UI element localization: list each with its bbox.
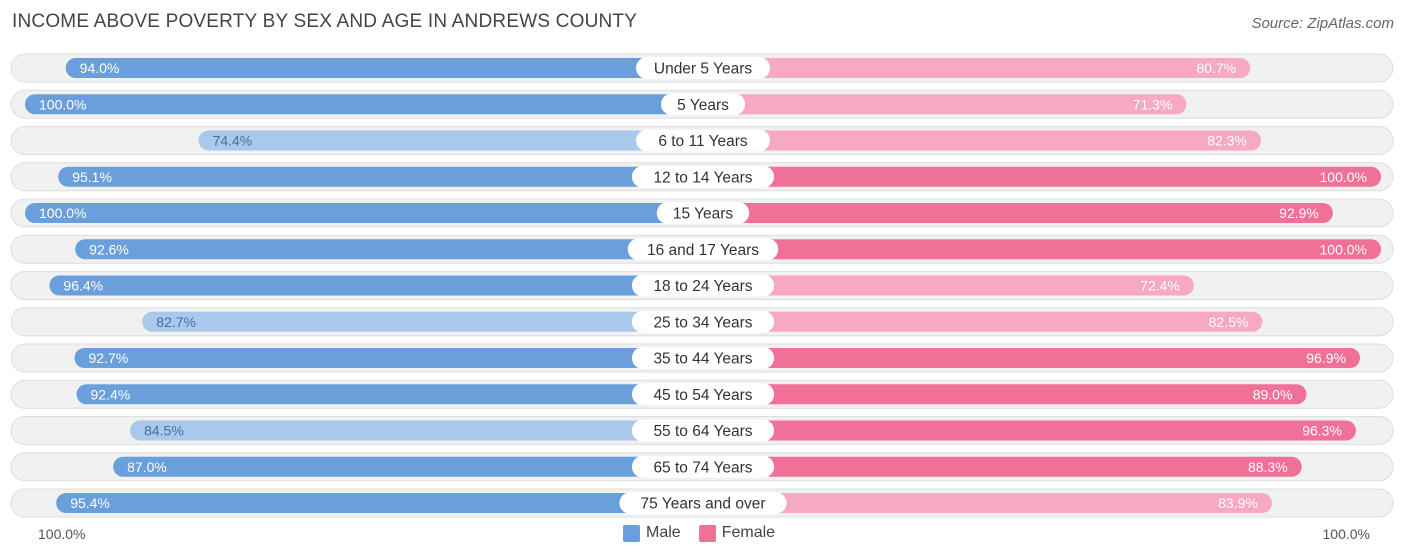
bar-female (703, 239, 1381, 260)
data-label-male: 92.6% (89, 241, 129, 257)
bar-female (703, 348, 1360, 368)
bar-female (703, 275, 1194, 296)
bar-male (56, 493, 704, 513)
legend-label-female: Female (721, 524, 776, 541)
chart-title: INCOME ABOVE POVERTY BY SEX AND AGE IN A… (12, 11, 638, 32)
bar-female (703, 203, 1333, 223)
data-label-female: 96.9% (1306, 350, 1346, 366)
category-pill (631, 310, 775, 333)
legend: Male Female (623, 524, 793, 542)
bar-chart: 94.0% 80.7% Under 5 Years 100.0% 71.3% 5 Year… (10, 53, 1394, 518)
data-label-male: 82.7% (156, 314, 196, 330)
category-pill (631, 455, 775, 478)
category-label: 6 to 11 Years (658, 133, 748, 150)
data-label-male: 92.7% (88, 350, 128, 366)
data-label-male: 95.4% (70, 495, 110, 511)
category-pill (631, 383, 775, 406)
data-label-female: 92.9% (1279, 205, 1319, 221)
bar-male (58, 166, 704, 187)
data-label-male: 92.4% (91, 386, 131, 402)
category-label: 16 and 17 Years (647, 242, 759, 259)
data-label-male: 74.4% (213, 133, 253, 149)
data-label-male: 96.4% (63, 278, 103, 294)
data-label-male: 100.0% (39, 96, 86, 112)
bar-female (703, 166, 1381, 187)
bar-female (703, 130, 1261, 151)
legend-swatch-female (698, 524, 716, 542)
category-label: 75 Years and over (641, 496, 766, 513)
data-label-female: 82.5% (1209, 314, 1249, 330)
category-label: Under 5 Years (654, 61, 752, 78)
bar-male (25, 94, 703, 115)
category-label: 12 to 14 Years (653, 169, 752, 186)
category-label: 18 to 24 Years (653, 278, 752, 295)
bar-male (25, 203, 703, 223)
category-pill (631, 347, 775, 369)
axis-label-right: 100.0% (1322, 526, 1370, 542)
bar-female (703, 384, 1307, 405)
category-pill (631, 274, 775, 297)
legend-swatch-male (623, 524, 640, 542)
category-pill (627, 238, 779, 261)
data-label-female: 71.3% (1133, 96, 1173, 112)
category-label: 25 to 34 Years (653, 314, 752, 331)
bar-male (198, 130, 703, 151)
bar-male (142, 311, 703, 332)
data-label-male: 95.1% (72, 169, 112, 185)
data-label-female: 100.0% (1320, 241, 1367, 257)
data-label-male: 94.0% (80, 60, 120, 76)
legend-item-female: Female (698, 524, 776, 542)
category-pill (636, 57, 770, 79)
data-label-female: 72.4% (1140, 278, 1180, 294)
category-label: 35 to 44 Years (653, 351, 752, 368)
bar-female (703, 493, 1272, 513)
category-label: 55 to 64 Years (653, 423, 752, 440)
bar-male (76, 384, 703, 405)
bar-male (65, 58, 704, 78)
bar-female (703, 456, 1302, 477)
bar-female (703, 94, 1187, 115)
bar-male (49, 275, 703, 296)
category-label: 5 Years (677, 97, 729, 114)
category-label: 15 Years (673, 206, 734, 223)
bar-male (113, 456, 703, 477)
data-label-male: 87.0% (127, 459, 167, 475)
data-label-female: 80.7% (1196, 60, 1236, 76)
data-label-female: 96.3% (1302, 423, 1342, 439)
category-pill (660, 93, 746, 116)
category-pill (631, 165, 775, 188)
category-label: 45 to 54 Years (653, 387, 752, 404)
data-label-female: 100.0% (1320, 169, 1367, 185)
bar-female (703, 58, 1251, 78)
axis-label-left: 100.0% (38, 526, 86, 542)
category-pill (636, 129, 770, 152)
data-label-female: 89.0% (1253, 386, 1293, 402)
data-label-female: 82.3% (1207, 133, 1247, 149)
category-pill (619, 492, 787, 514)
source-credit: Source: ZipAtlas.com (1251, 15, 1394, 32)
bar-male (75, 239, 703, 260)
category-label: 65 to 74 Years (653, 459, 752, 476)
bar-male (74, 348, 703, 368)
legend-item-male: Male (623, 524, 681, 542)
bar-female (703, 420, 1356, 441)
category-pill (656, 202, 750, 224)
data-label-female: 83.9% (1218, 495, 1258, 511)
category-pill (631, 419, 775, 442)
data-label-male: 84.5% (144, 423, 184, 439)
bar-male (130, 420, 704, 441)
bar-female (703, 311, 1263, 332)
data-label-female: 88.3% (1248, 459, 1288, 475)
data-label-male: 100.0% (39, 205, 86, 221)
legend-label-male: Male (646, 524, 681, 541)
